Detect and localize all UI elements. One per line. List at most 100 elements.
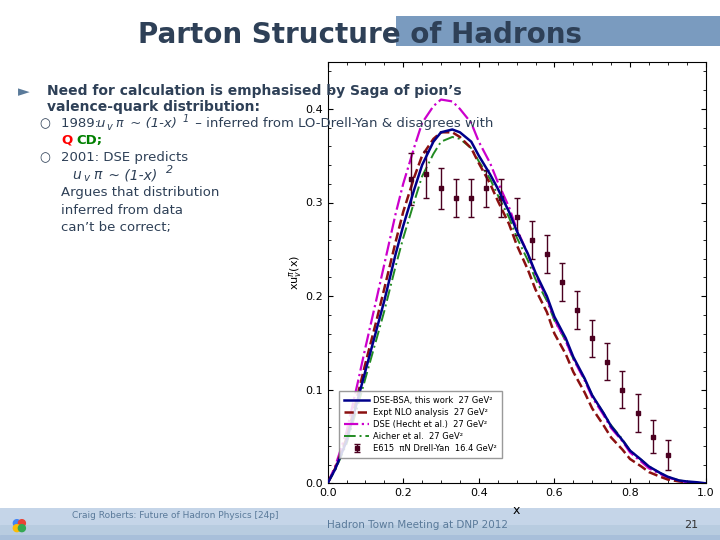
DSE (Hecht et al.)  27 GeV² [637,458,646,465]
Text: Craig Roberts: Future of Hadron Physics [24p]: Craig Roberts: Future of Hadron Physics … [72,511,279,520]
DSE-BSA, this work  27 GeV² [410,185,419,192]
DSE (Hecht et al.)  27 GeV² [354,379,362,386]
Text: u: u [72,168,81,183]
DSE-BSA, this work  27 GeV² [618,437,627,443]
DSE-BSA, this work  27 GeV² [448,126,456,133]
DSE (Hecht et al.)  27 GeV² [656,471,665,477]
Aicher et al.  27 GeV² [656,470,665,476]
DSE-BSA, this work  27 GeV² [436,129,445,136]
DSE (Hecht et al.)  27 GeV² [523,251,532,257]
Aicher et al.  27 GeV² [354,402,362,409]
DSE-BSA, this work  27 GeV² [683,478,691,485]
DSE-BSA, this work  27 GeV² [331,466,340,472]
Expt NLO analysis  27 GeV² [380,285,389,292]
DSE (Hecht et al.)  27 GeV² [331,463,340,470]
Line: DSE-BSA, this work  27 GeV²: DSE-BSA, this work 27 GeV² [328,130,706,483]
DSE-BSA, this work  27 GeV² [467,138,476,145]
DSE (Hecht et al.)  27 GeV² [644,465,653,471]
DSE-BSA, this work  27 GeV² [486,171,495,178]
Text: π: π [93,168,102,183]
Expt NLO analysis  27 GeV² [342,435,351,442]
DSE (Hecht et al.)  27 GeV² [569,355,577,362]
Expt NLO analysis  27 GeV² [392,239,400,245]
Aicher et al.  27 GeV² [531,276,540,282]
DSE-BSA, this work  27 GeV² [607,423,616,429]
DSE-BSA, this work  27 GeV² [644,463,653,470]
Expt NLO analysis  27 GeV² [701,480,710,487]
Expt NLO analysis  27 GeV² [436,129,445,136]
DSE (Hecht et al.)  27 GeV² [467,120,476,126]
Aicher et al.  27 GeV² [399,235,408,241]
Expt NLO analysis  27 GeV² [656,474,665,480]
DSE-BSA, this work  27 GeV² [392,251,400,257]
DSE-BSA, this work  27 GeV² [513,227,521,234]
Expt NLO analysis  27 GeV² [694,480,703,487]
Aicher et al.  27 GeV² [372,335,381,341]
Expt NLO analysis  27 GeV² [626,456,634,462]
Aicher et al.  27 GeV² [562,338,570,345]
Expt NLO analysis  27 GeV² [531,286,540,293]
Expt NLO analysis  27 GeV² [580,389,589,396]
Expt NLO analysis  27 GeV² [523,267,532,273]
Expt NLO analysis  27 GeV² [513,241,521,248]
Aicher et al.  27 GeV² [599,410,608,416]
Expt NLO analysis  27 GeV² [683,479,691,485]
Text: ►: ► [18,84,30,99]
DSE-BSA, this work  27 GeV² [505,208,513,215]
Expt NLO analysis  27 GeV² [543,309,552,315]
DSE (Hecht et al.)  27 GeV² [456,106,464,112]
Legend: DSE-BSA, this work  27 GeV², Expt NLO analysis  27 GeV², DSE (Hecht et al.)  27 : DSE-BSA, this work 27 GeV², Expt NLO ana… [339,392,503,458]
Expt NLO analysis  27 GeV² [618,447,627,453]
DSE (Hecht et al.)  27 GeV² [543,295,552,301]
Expt NLO analysis  27 GeV² [331,465,340,471]
DSE-BSA, this work  27 GeV² [429,138,438,145]
Text: can’t be correct;: can’t be correct; [61,221,171,234]
Text: ●: ● [11,517,21,527]
DSE (Hecht et al.)  27 GeV² [626,449,634,456]
DSE-BSA, this work  27 GeV² [550,313,559,320]
Expt NLO analysis  27 GeV² [448,129,456,136]
DSE-BSA, this work  27 GeV² [543,293,552,299]
DSE (Hecht et al.)  27 GeV² [474,138,483,145]
Line: Expt NLO analysis  27 GeV²: Expt NLO analysis 27 GeV² [328,132,706,483]
Aicher et al.  27 GeV² [331,467,340,474]
DSE-BSA, this work  27 GeV² [354,396,362,402]
Text: 1989:: 1989: [61,117,104,130]
Expt NLO analysis  27 GeV² [637,463,646,470]
DSE (Hecht et al.)  27 GeV² [410,143,419,150]
Aicher et al.  27 GeV² [626,447,634,454]
Aicher et al.  27 GeV² [361,375,370,382]
Text: ~ (1-x): ~ (1-x) [126,117,177,130]
Aicher et al.  27 GeV² [505,214,513,221]
Expt NLO analysis  27 GeV² [354,391,362,397]
Expt NLO analysis  27 GeV² [550,330,559,337]
DSE (Hecht et al.)  27 GeV² [694,480,703,487]
Aicher et al.  27 GeV² [644,463,653,470]
Aicher et al.  27 GeV² [392,263,400,269]
Text: 1: 1 [183,114,189,124]
Expt NLO analysis  27 GeV² [505,221,513,227]
Y-axis label: xu$_v^{\pi}$(x): xu$_v^{\pi}$(x) [287,255,304,290]
Expt NLO analysis  27 GeV² [493,198,502,204]
Expt NLO analysis  27 GeV² [474,160,483,166]
DSE-BSA, this work  27 GeV² [323,480,332,487]
DSE-BSA, this work  27 GeV² [474,152,483,159]
DSE (Hecht et al.)  27 GeV² [664,475,672,481]
Text: ○: ○ [40,151,50,164]
Expt NLO analysis  27 GeV² [410,173,419,179]
DSE (Hecht et al.)  27 GeV² [701,480,710,487]
DSE-BSA, this work  27 GeV² [399,222,408,229]
DSE-BSA, this work  27 GeV² [523,251,532,257]
Text: Q: Q [61,134,73,147]
Aicher et al.  27 GeV² [588,392,597,399]
Aicher et al.  27 GeV² [493,192,502,198]
Aicher et al.  27 GeV² [701,480,710,487]
DSE (Hecht et al.)  27 GeV² [392,211,400,217]
DSE-BSA, this work  27 GeV² [599,410,608,416]
DSE (Hecht et al.)  27 GeV² [323,480,332,487]
Expt NLO analysis  27 GeV² [467,145,476,151]
Aicher et al.  27 GeV² [550,317,559,323]
DSE-BSA, this work  27 GeV² [342,438,351,444]
Text: ●: ● [11,523,21,533]
Aicher et al.  27 GeV² [448,134,456,140]
